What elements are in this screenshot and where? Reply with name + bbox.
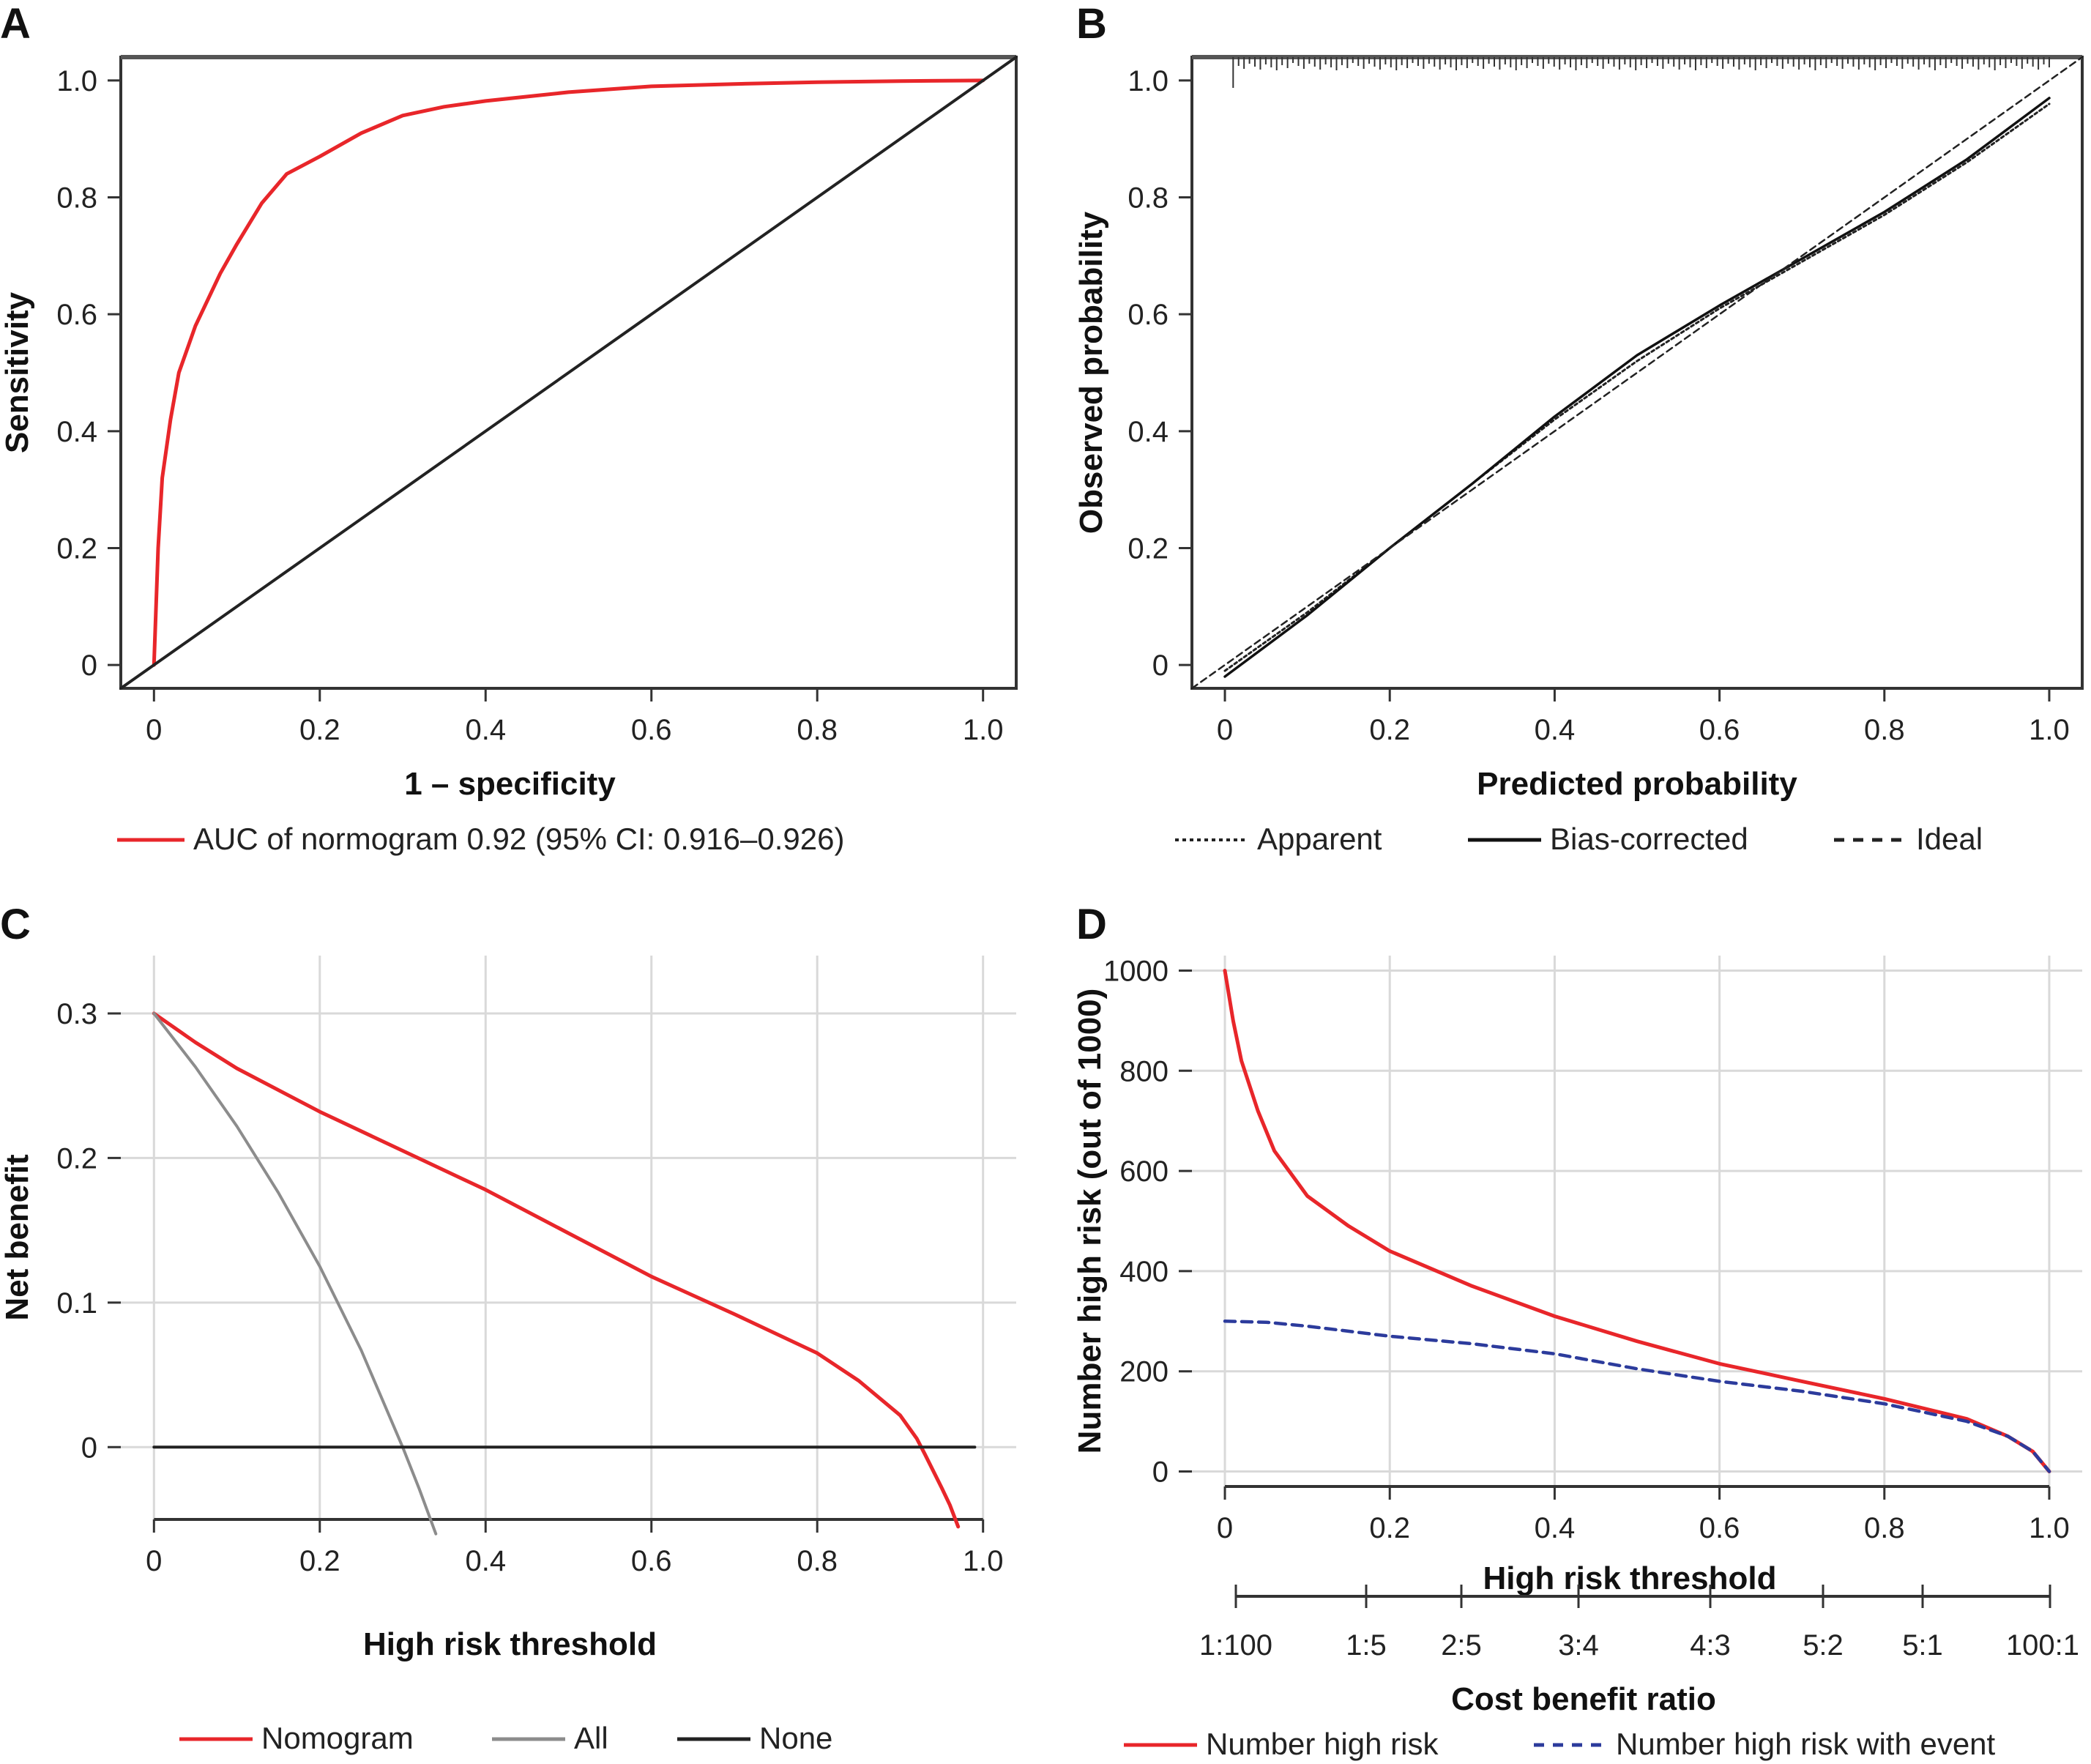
roc-curve-line: [152, 78, 985, 667]
x-tick-label: 0.2: [1369, 714, 1410, 746]
x-tick-label: 0.6: [631, 714, 672, 746]
legend-number-high-risk-label: Number high risk: [1206, 1727, 1439, 1761]
x-tick-label: 0.2: [299, 1545, 340, 1577]
number-high-risk-with-event-line: [1223, 1320, 2051, 1473]
panel-letter-b: B: [1076, 0, 1107, 48]
x-tick-label: 0.4: [465, 714, 506, 746]
treat-all-line: [152, 1012, 438, 1536]
legend-ideal-label: Ideal: [1916, 822, 1983, 856]
y-tick-label: 0: [81, 1432, 97, 1464]
y-tick-label: 0.2: [56, 1142, 97, 1175]
y-tick-label: 0.3: [56, 998, 97, 1030]
y-tick-label: 600: [1119, 1155, 1168, 1188]
x-tick-label: 0: [146, 1545, 162, 1577]
x-axis-title: High risk threshold: [1483, 1560, 1777, 1596]
legend-auc-label: AUC of normogram 0.92 (95% CI: 0.916–0.9…: [193, 822, 844, 856]
panel-letter-a: A: [0, 0, 31, 48]
x-tick-label: 0.8: [1864, 1512, 1905, 1544]
x-tick-label: 0.8: [797, 1545, 838, 1577]
number-high-risk-line: [1223, 969, 2051, 1473]
y-axis-title: Observed probability: [1073, 211, 1109, 534]
nomogram-line: [152, 1011, 961, 1529]
rug-marks: [1232, 57, 2050, 88]
legend-nomogram-label: Nomogram: [261, 1721, 414, 1755]
legend-number-high-risk-with-event-label: Number high risk with event: [1616, 1727, 1996, 1761]
x-tick-label: 0.4: [1535, 714, 1576, 746]
y-axis-title: Number high risk (out of 1000): [1072, 989, 1108, 1454]
y-tick-label: 0.4: [1128, 416, 1168, 448]
y-axis-title: Sensitivity: [0, 291, 35, 453]
y-tick-label: 0.6: [1128, 299, 1168, 331]
chart-c-decision-curve: 0 0.2 0.4 0.6 0.8 1.0 0 0.1 0.2 0.3 High risk thre…: [0, 956, 1016, 1755]
cost-benefit-tick-label: 1:100: [1199, 1629, 1272, 1661]
y-tick-label: 1.0: [56, 65, 97, 97]
bias-corrected-line: [1223, 97, 2051, 678]
y-tick-label: 0: [1152, 650, 1168, 682]
y-tick-label: 0.4: [56, 416, 97, 448]
x-tick-label: 0.4: [465, 1545, 506, 1577]
x-tick-label: 1.0: [2029, 714, 2070, 746]
x-tick-label: 0.8: [797, 714, 838, 746]
y-axis-title: Net benefit: [0, 1154, 35, 1321]
legend-bias-corrected-label: Bias-corrected: [1550, 822, 1748, 856]
ideal-line: [1190, 56, 2084, 690]
x-axis-title: Predicted probability: [1477, 766, 1797, 802]
y-tick-label: 0.8: [1128, 182, 1168, 215]
x-tick-label: 1.0: [963, 1545, 1004, 1577]
y-tick-label: 0.6: [56, 299, 97, 331]
legend-all-label: All: [574, 1721, 608, 1755]
x-tick-label: 0.4: [1535, 1512, 1576, 1544]
chart-b-calibration: 0 0.2 0.4 0.6 0.8 1.0 0 0.2 0.4 0.6 0.8 1.0 Predicte…: [1073, 55, 2084, 856]
cost-benefit-tick-label: 3:4: [1558, 1629, 1599, 1661]
y-tick-label: 1000: [1103, 956, 1168, 988]
x-tick-label: 0.2: [299, 714, 340, 746]
reference-diagonal-line: [119, 56, 1018, 690]
cost-benefit-axis-title: Cost benefit ratio: [1451, 1681, 1716, 1717]
x-tick-label: 0.6: [1699, 1512, 1740, 1544]
x-axis-title: High risk threshold: [363, 1626, 657, 1662]
y-tick-label: 0.1: [56, 1287, 97, 1320]
apparent-line: [1223, 103, 2051, 672]
x-tick-label: 1.0: [963, 714, 1004, 746]
panel-letter-d: D: [1076, 901, 1107, 948]
legend-none-label: None: [759, 1721, 832, 1755]
y-tick-label: 1.0: [1128, 65, 1168, 97]
x-tick-label: 0: [1217, 714, 1233, 746]
x-tick-label: 0.6: [1699, 714, 1740, 746]
cost-benefit-tick-label: 5:1: [1902, 1629, 1943, 1661]
x-tick-label: 0: [146, 714, 162, 746]
legend-apparent-label: Apparent: [1257, 822, 1382, 856]
chart-d-clinical-impact: 0 0.2 0.4 0.6 0.8 1.0 0 200 400 600 800 1000 High ri…: [1072, 956, 2082, 1761]
x-tick-label: 0.8: [1864, 714, 1905, 746]
cost-benefit-tick-label: 100:1: [2006, 1629, 2079, 1661]
x-tick-label: 0: [1217, 1512, 1233, 1544]
y-tick-label: 800: [1119, 1055, 1168, 1087]
x-tick-label: 1.0: [2029, 1512, 2070, 1544]
panel-letter-c: C: [0, 901, 31, 948]
chart-a-roc: 0 0.2 0.4 0.6 0.8 1.0 0 0.2 0.4 0.6 0.8 1.0 1 – spec…: [0, 55, 1018, 856]
cost-benefit-tick-label: 4:3: [1690, 1629, 1731, 1661]
y-tick-label: 0.2: [56, 532, 97, 565]
x-axis-title: 1 – specificity: [404, 766, 616, 802]
y-tick-label: 200: [1119, 1356, 1168, 1388]
cost-benefit-tick-label: 1:5: [1346, 1629, 1387, 1661]
y-tick-label: 0.8: [56, 182, 97, 215]
y-tick-label: 400: [1119, 1256, 1168, 1288]
cost-benefit-tick-label: 2:5: [1441, 1629, 1482, 1661]
y-tick-label: 0: [81, 650, 97, 682]
x-tick-label: 0.2: [1369, 1512, 1410, 1544]
x-tick-label: 0.6: [631, 1545, 672, 1577]
cost-benefit-tick-label: 5:2: [1803, 1629, 1844, 1661]
y-tick-label: 0.2: [1128, 532, 1168, 565]
y-tick-label: 0: [1152, 1456, 1168, 1488]
